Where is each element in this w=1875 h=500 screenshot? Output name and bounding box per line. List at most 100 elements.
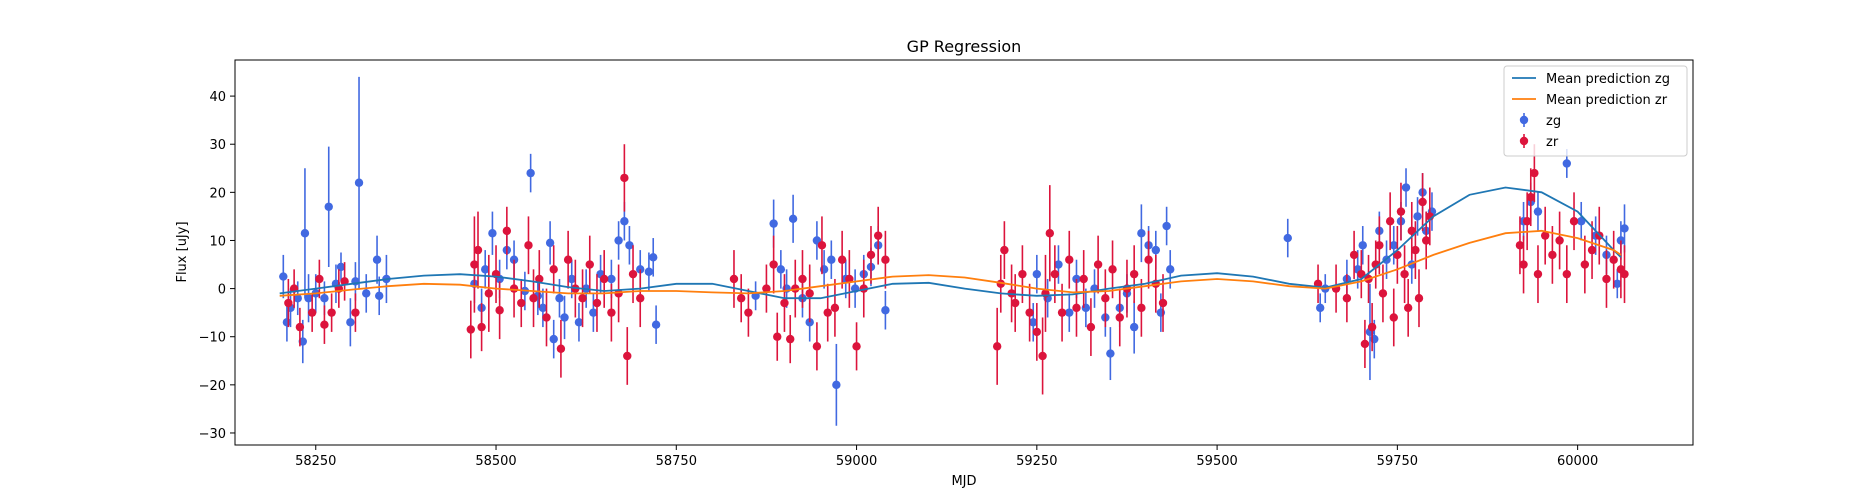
legend-label: zr — [1546, 135, 1559, 150]
data-point-zr — [1093, 260, 1103, 269]
x-tick-label: 59000 — [836, 454, 877, 469]
y-tick-label: −20 — [199, 379, 226, 394]
data-point-zr — [1038, 351, 1047, 361]
data-point-zr — [1519, 260, 1528, 269]
data-point-zr — [1533, 269, 1543, 279]
data-point-zr — [1086, 322, 1096, 332]
data-point-zr — [1407, 226, 1416, 236]
legend-entry: zr — [1519, 134, 1559, 150]
data-point-zg — [336, 262, 346, 272]
data-point-zg — [1032, 269, 1042, 279]
data-point-zr — [1342, 294, 1352, 303]
data-point-zr — [812, 342, 822, 351]
data-point-zr — [466, 325, 475, 334]
data-point-zg — [1283, 233, 1292, 243]
data-point-zr — [1065, 255, 1074, 264]
data-point-zr — [636, 294, 645, 303]
data-point-zr — [502, 226, 512, 236]
data-point-zr — [585, 260, 594, 269]
x-axis-label: MJD — [951, 474, 976, 489]
data-point-zr — [1101, 294, 1110, 303]
x-tick-label: 60000 — [1557, 454, 1598, 469]
data-point-zg — [526, 168, 535, 178]
legend-marker-swatch — [1519, 136, 1529, 146]
data-point-zr — [1418, 197, 1427, 207]
data-point-zg — [362, 289, 371, 298]
data-point-zr — [736, 294, 746, 303]
data-point-zr — [524, 241, 533, 250]
data-point-zg — [589, 308, 598, 317]
legend-label: Mean prediction zg — [1546, 72, 1670, 87]
data-point-zr — [881, 255, 890, 264]
data-point-zr — [628, 269, 638, 279]
x-tick-label: 59500 — [1196, 454, 1237, 469]
data-point-zr — [1137, 303, 1146, 313]
legend-label: zg — [1546, 114, 1561, 129]
data-point-zg — [644, 267, 654, 276]
data-point-zr — [517, 298, 526, 308]
series-line-mean-prediction-zg — [279, 186, 1622, 300]
data-point-zr — [786, 334, 795, 344]
data-point-zr — [1587, 245, 1597, 255]
plot-area — [279, 76, 1629, 426]
data-point-zr — [340, 277, 349, 286]
data-point-zg — [1162, 221, 1171, 231]
data-point-zr — [729, 274, 739, 284]
data-point-zg — [649, 253, 658, 262]
axis-ticks: 58250 58500 58750 59000 59250 59500 59750 60000… — [199, 90, 1599, 469]
data-point-zr — [592, 298, 602, 308]
data-point-zr — [1540, 231, 1550, 240]
data-point-zr — [473, 245, 483, 255]
data-point-zg — [293, 294, 302, 303]
data-point-zg — [1316, 303, 1325, 313]
data-point-zr — [1548, 250, 1557, 260]
data-point-zg — [1577, 217, 1586, 226]
data-point-zr — [556, 344, 566, 353]
data-point-zg — [346, 318, 355, 327]
legend: Mean prediction zg Mean prediction zr zg zr — [1503, 65, 1688, 157]
legend-entry: Mean prediction zg — [1512, 72, 1670, 87]
data-point-zg — [1054, 260, 1063, 269]
data-point-zg — [1389, 241, 1398, 250]
data-point-zg — [304, 294, 313, 303]
data-point-zr — [1526, 192, 1535, 202]
data-point-zg — [538, 303, 548, 313]
y-axis-label: Flux [uJy] — [175, 221, 190, 282]
data-point-zr — [823, 308, 832, 317]
data-point-zr — [477, 322, 486, 332]
data-point-zg — [620, 217, 629, 226]
data-point-zg — [1358, 241, 1367, 250]
x-tick-label: 58250 — [295, 454, 336, 469]
data-point-zr — [817, 241, 827, 250]
series-zr-errorbars — [284, 144, 1629, 395]
data-point-zg — [1106, 349, 1115, 358]
data-point-zr — [1378, 289, 1388, 298]
data-point-zg — [372, 255, 382, 264]
data-point-zr — [773, 332, 782, 341]
data-point-zr — [1375, 241, 1384, 250]
data-point-zr — [1562, 269, 1572, 279]
data-point-zr — [780, 298, 789, 308]
data-point-zr — [320, 320, 329, 329]
data-point-zg — [324, 202, 333, 211]
data-point-zr — [1129, 269, 1139, 279]
data-point-zr — [1349, 250, 1359, 260]
data-point-zr — [1360, 339, 1370, 349]
data-point-zg — [1620, 224, 1629, 233]
data-point-zr — [1411, 245, 1420, 255]
data-point-zg — [545, 238, 555, 248]
data-point-zg — [651, 320, 661, 329]
data-point-zg — [1413, 212, 1422, 221]
data-point-zr — [1158, 298, 1168, 308]
data-point-zr — [805, 289, 814, 298]
data-point-zg — [625, 241, 634, 250]
data-point-zg — [607, 274, 616, 284]
data-point-zr — [470, 260, 479, 269]
data-point-zr — [623, 351, 632, 361]
data-point-zg — [614, 236, 623, 245]
data-point-zr — [599, 274, 609, 284]
y-tick-label: 10 — [209, 234, 226, 249]
y-tick-label: 30 — [209, 138, 226, 153]
data-point-zr — [614, 289, 623, 298]
legend-marker-swatch — [1519, 115, 1529, 125]
